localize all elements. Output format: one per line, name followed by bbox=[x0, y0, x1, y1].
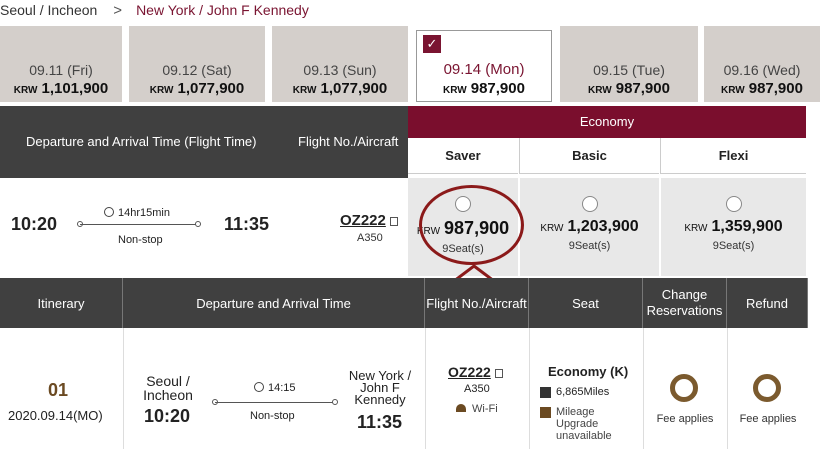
flexi-price: KRW 1,359,900 bbox=[684, 218, 783, 235]
clock-icon bbox=[254, 382, 264, 392]
divider bbox=[123, 328, 124, 449]
date-card-0913[interactable]: 09.13 (Sun) KRW 1,077,900 bbox=[272, 26, 408, 102]
check-icon: ✓ bbox=[423, 35, 441, 53]
itinerary-duration: 14:15 bbox=[254, 381, 296, 394]
col-flight-no-header: Flight No./Aircraft bbox=[425, 278, 529, 328]
date-price: KRW 987,900 bbox=[721, 80, 803, 97]
date-price: KRW 1,077,900 bbox=[292, 80, 388, 97]
miles-info: 6,865Miles bbox=[540, 386, 609, 398]
col-change-header: Change Reservations bbox=[643, 278, 727, 328]
aircraft-type: A350 bbox=[357, 232, 383, 244]
wifi-info: Wi-Fi bbox=[456, 403, 498, 415]
arrival-time: 11:35 bbox=[224, 214, 270, 234]
change-fee-label: Fee applies bbox=[656, 413, 714, 425]
route-end-dot bbox=[195, 221, 201, 227]
origin-name: Seoul / Incheon bbox=[143, 373, 193, 403]
refund-fee-label: Fee applies bbox=[739, 413, 797, 425]
route-end-dot bbox=[332, 399, 338, 405]
col-dep-arr-header: Departure and Arrival Time bbox=[123, 278, 425, 328]
route-line bbox=[80, 224, 198, 225]
change-fee-ring-icon bbox=[670, 374, 698, 402]
fare-option-basic[interactable]: KRW 1,203,900 9Seat(s) bbox=[519, 178, 659, 276]
destination-name: New York / John F Kennedy bbox=[348, 368, 412, 407]
copy-icon bbox=[389, 217, 398, 226]
date-selector: 09.11 (Fri) KRW 1,101,900 09.12 (Sat) KRW… bbox=[0, 26, 820, 104]
itinerary-flight-link[interactable]: OZ222 bbox=[448, 364, 503, 380]
copy-icon bbox=[494, 369, 503, 378]
chevron-right-icon: > bbox=[113, 1, 123, 19]
origin-city: Seoul / Incheon bbox=[0, 2, 98, 18]
miles-icon bbox=[540, 386, 551, 398]
col-itinerary-header: Itinerary bbox=[0, 278, 123, 328]
fare-option-flexi[interactable]: KRW 1,359,900 9Seat(s) bbox=[660, 178, 806, 276]
route-line bbox=[215, 402, 335, 403]
departure-time: 10:20 bbox=[11, 214, 58, 234]
booking-class: Economy (K) bbox=[548, 364, 629, 379]
highlight-circle bbox=[419, 185, 524, 265]
destination-city: New York / John F Kennedy bbox=[136, 2, 309, 18]
itinerary-arr-time: 11:35 bbox=[357, 412, 403, 432]
col-seat-header: Seat bbox=[529, 278, 643, 328]
divider bbox=[529, 328, 530, 449]
date-card-0912[interactable]: 09.12 (Sat) KRW 1,077,900 bbox=[129, 26, 265, 102]
date-label: 09.12 (Sat) bbox=[162, 62, 232, 78]
flight-table-header: Departure and Arrival Time (Flight Time)… bbox=[0, 106, 408, 178]
itinerary-number: 01 bbox=[48, 380, 69, 400]
date-label: 09.15 (Tue) bbox=[593, 62, 665, 78]
itinerary-stops: Non-stop bbox=[250, 410, 295, 422]
flexi-seats: 9Seat(s) bbox=[712, 240, 755, 252]
fare-header-basic: Basic bbox=[519, 138, 659, 174]
cabin-economy-header: Economy bbox=[408, 106, 806, 138]
itinerary-aircraft: A350 bbox=[464, 383, 490, 395]
route-breadcrumb: Seoul / Incheon > New York / John F Kenn… bbox=[0, 0, 820, 20]
col-flight-header: Flight No./Aircraft bbox=[298, 134, 399, 149]
refund-fee-ring-icon bbox=[753, 374, 781, 402]
date-price: KRW 987,900 bbox=[443, 80, 525, 97]
divider bbox=[425, 328, 426, 449]
divider bbox=[727, 328, 728, 449]
date-card-0911[interactable]: 09.11 (Fri) KRW 1,101,900 bbox=[0, 26, 122, 102]
flight-duration: 14hr15min bbox=[104, 206, 170, 219]
date-label: 09.14 (Mon) bbox=[443, 61, 525, 78]
flexi-radio[interactable] bbox=[725, 196, 742, 212]
basic-seats: 9Seat(s) bbox=[568, 240, 611, 252]
mileage-upgrade-info: Mileage Upgrade unavailable bbox=[540, 406, 632, 442]
basic-radio[interactable] bbox=[581, 196, 598, 212]
fare-header-saver: Saver bbox=[408, 138, 518, 174]
fare-header-flexi: Flexi bbox=[660, 138, 806, 174]
date-price: KRW 1,077,900 bbox=[149, 80, 245, 97]
divider bbox=[643, 328, 644, 449]
clock-icon bbox=[104, 207, 114, 217]
date-label: 09.16 (Wed) bbox=[723, 62, 801, 78]
date-label: 09.11 (Fri) bbox=[29, 62, 93, 78]
stops-label: Non-stop bbox=[118, 234, 163, 246]
date-price: KRW 1,101,900 bbox=[13, 80, 109, 97]
flight-row: 10:20 14hr15min Non-stop 11:35 OZ222 A35… bbox=[0, 178, 408, 276]
col-time-header: Departure and Arrival Time (Flight Time) bbox=[26, 134, 257, 149]
wifi-icon bbox=[456, 404, 466, 412]
upgrade-icon bbox=[540, 406, 551, 418]
date-label: 09.13 (Sun) bbox=[303, 62, 377, 78]
date-card-0916[interactable]: 09.16 (Wed) KRW 987,900 bbox=[704, 26, 820, 102]
date-price: KRW 987,900 bbox=[588, 80, 670, 97]
basic-price: KRW 1,203,900 bbox=[540, 218, 639, 235]
itinerary-row: 01 2020.09.14(MO) Seoul / Incheon 10:20 … bbox=[0, 328, 808, 449]
flight-number-link[interactable]: OZ222 bbox=[340, 212, 398, 229]
itinerary-dep-time: 10:20 bbox=[144, 406, 191, 426]
itinerary-date: 2020.09.14(MO) bbox=[8, 408, 103, 423]
date-card-0915[interactable]: 09.15 (Tue) KRW 987,900 bbox=[560, 26, 698, 102]
col-refund-header: Refund bbox=[727, 278, 808, 328]
date-card-0914-selected[interactable]: ✓ 09.14 (Mon) KRW 987,900 bbox=[416, 30, 552, 102]
